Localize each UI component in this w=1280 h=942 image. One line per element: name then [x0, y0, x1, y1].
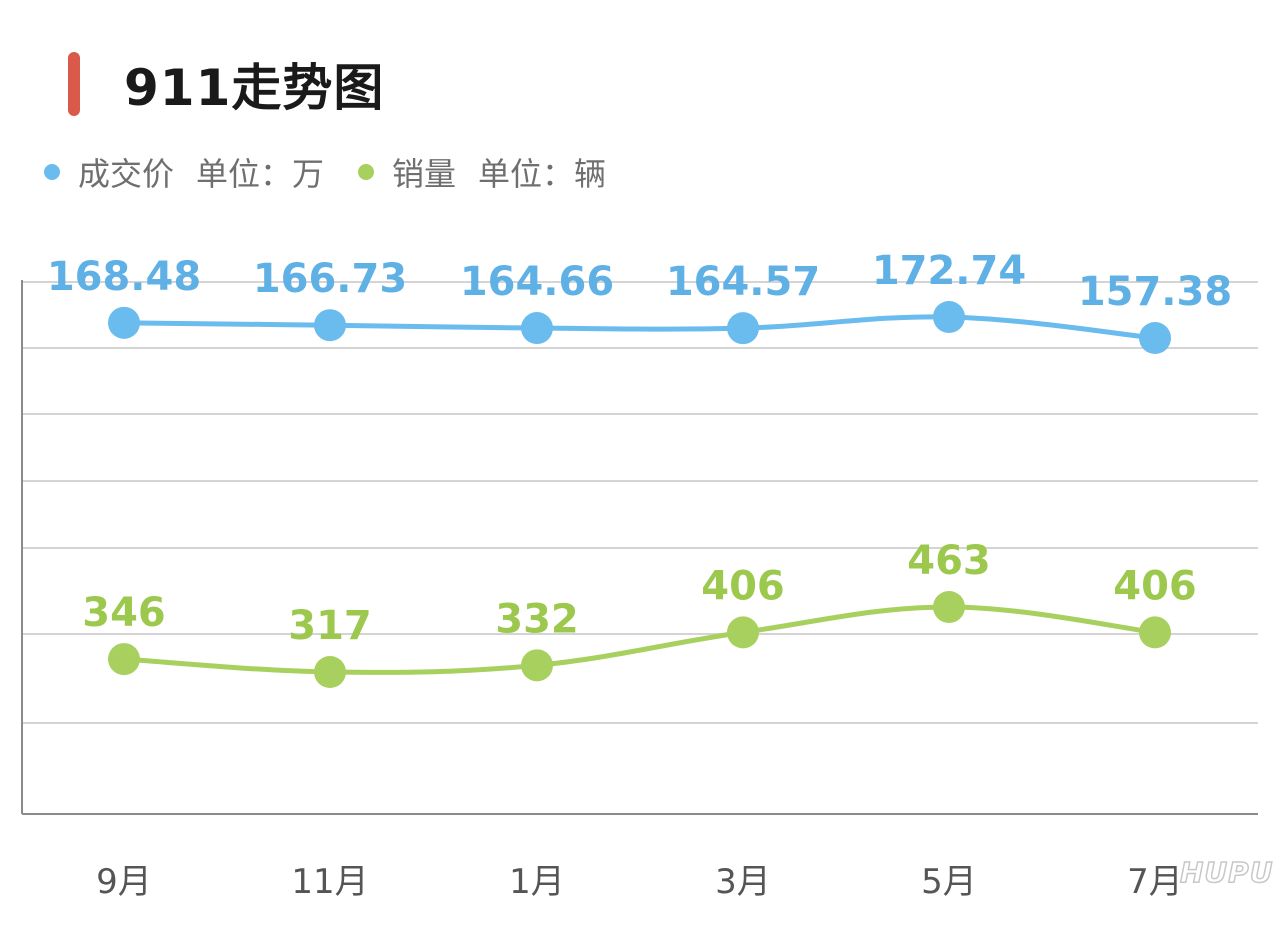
- legend-name-price: 成交价: [78, 155, 175, 193]
- data-point-sales: [314, 656, 346, 688]
- data-label-sales: 346: [82, 590, 166, 636]
- data-point-price: [933, 301, 965, 333]
- data-point-sales: [521, 649, 553, 682]
- x-tick-label: 7月: [1127, 862, 1183, 902]
- title-accent-bar: [68, 52, 80, 116]
- data-point-sales: [108, 643, 140, 676]
- data-label-price: 172.74: [872, 248, 1026, 294]
- data-label-price: 164.57: [666, 259, 820, 305]
- legend-unit-sales: 单位：辆: [478, 155, 607, 193]
- data-label-price: 168.48: [47, 254, 201, 300]
- data-point-sales: [727, 616, 759, 649]
- x-tick-label: 5月: [921, 862, 977, 902]
- x-tick-label: 11月: [291, 862, 368, 902]
- legend-dot-price: [44, 164, 60, 180]
- data-label-price: 164.66: [460, 259, 614, 305]
- data-label-sales: 317: [288, 603, 372, 649]
- legend-dot-sales: [358, 164, 375, 180]
- data-point-price: [727, 312, 759, 345]
- legend-name-sales: 销量: [392, 155, 457, 193]
- data-label-price: 166.73: [253, 256, 407, 302]
- x-tick-label: 1月: [509, 862, 565, 902]
- legend-unit-price: 单位：万: [196, 155, 325, 193]
- series-line-sales: [121, 604, 1158, 675]
- data-label-sales: 463: [907, 538, 991, 584]
- x-tick-label: 3月: [715, 862, 771, 902]
- watermark: HUPU: [1179, 855, 1274, 890]
- chart-title: 911走势图: [124, 59, 385, 117]
- data-point-price: [108, 306, 140, 339]
- data-label-price: 157.38: [1078, 269, 1232, 315]
- data-label-sales: 406: [1113, 563, 1197, 609]
- legend-item-sales: 销量 单位：辆: [358, 149, 606, 195]
- data-point-sales: [933, 591, 965, 623]
- data-point-sales: [1139, 616, 1171, 649]
- data-point-price: [521, 312, 553, 345]
- legend: 成交价 单位：万 销量 单位：辆: [44, 148, 640, 196]
- series-line-price: [121, 314, 1158, 341]
- data-point-price: [1139, 322, 1171, 354]
- data-label-sales: 332: [495, 596, 579, 642]
- data-label-sales: 406: [701, 563, 785, 609]
- x-tick-label: 9月: [96, 862, 152, 902]
- data-point-price: [314, 309, 346, 342]
- legend-item-price: 成交价 单位：万: [44, 149, 324, 195]
